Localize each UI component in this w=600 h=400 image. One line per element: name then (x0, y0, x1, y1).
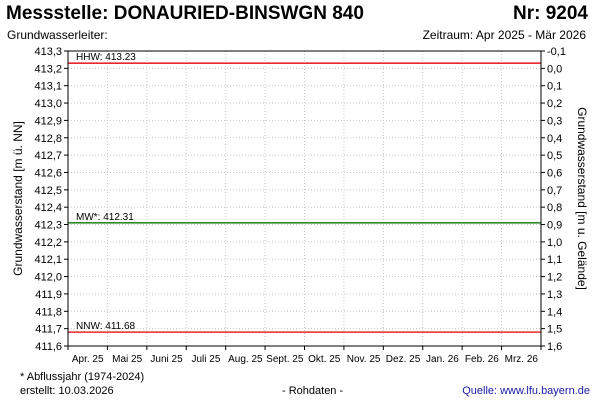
y-axis-label-right: Grundwasserstand [m u. Gelände] (575, 107, 589, 290)
right-tick-label: 1,0 (547, 237, 562, 249)
left-axis: 413,3 413,2 413,1 413,0 412,9 412,8 412,7 412,6… (34, 46, 68, 353)
right-tick-label: 0,5 (547, 150, 562, 162)
left-tick-label: 411,8 (35, 306, 62, 318)
right-tick-label: 1,2 (547, 272, 562, 284)
right-tick-label: 1,1 (547, 254, 562, 266)
left-tick-label: 412,2 (34, 237, 62, 249)
x-tick-label: Okt. 25 (308, 354, 341, 365)
x-tick-label: Mai 25 (112, 354, 142, 365)
right-tick-label: 1,4 (547, 306, 562, 318)
right-tick-label: 1,3 (547, 289, 562, 301)
right-tick-label: 0,3 (547, 115, 562, 127)
right-tick-label: -0,1 (547, 46, 566, 58)
x-tick-label: Mrz. 26 (505, 354, 539, 365)
x-tick-label: Apr. 25 (72, 354, 104, 365)
x-tick-label: Nov. 25 (347, 354, 381, 365)
right-tick-label: 0,0 (547, 63, 562, 75)
left-tick-label: 412,9 (34, 115, 62, 127)
raw-data-label: - Rohdaten - (282, 385, 344, 397)
footnote: * Abflussjahr (1974-2024) (20, 371, 145, 383)
x-tick-label: Juni 25 (150, 354, 183, 365)
grid (68, 51, 541, 346)
station-number: Nr: 9204 (513, 3, 588, 24)
left-tick-label: 413,3 (34, 46, 62, 58)
x-tick-label: Feb. 26 (465, 354, 499, 365)
aquifer-label: Grundwasserleiter: (7, 28, 108, 42)
y-axis-label-left: Grundwasserstand [m ü. NN] (11, 121, 25, 276)
left-tick-label: 413,0 (34, 98, 62, 110)
left-tick-label: 412,8 (34, 133, 62, 145)
reference-label-high: HHW: 413.23 (76, 52, 136, 63)
reference-label-low: NNW: 411.68 (76, 321, 136, 332)
source-link[interactable]: Quelle: www.lfu.bayern.de (462, 385, 590, 397)
right-tick-label: 0,8 (547, 202, 562, 214)
left-tick-label: 412,5 (34, 185, 62, 197)
left-tick-label: 411,9 (35, 289, 62, 301)
right-tick-label: 0,9 (547, 220, 562, 232)
reference-labels: HHW: 413.23 MW*: 412.31 NNW: 411.68 (76, 52, 136, 332)
right-tick-label: 0,6 (547, 167, 562, 179)
right-tick-label: 0,7 (547, 185, 562, 197)
reference-label-mean: MW*: 412.31 (76, 212, 134, 223)
left-tick-label: 411,7 (35, 324, 62, 336)
x-tick-label: Jan. 26 (426, 354, 459, 365)
left-tick-label: 412,0 (34, 272, 62, 284)
x-tick-label: Dez. 25 (386, 354, 421, 365)
right-tick-label: 0,2 (547, 98, 562, 110)
right-tick-label: 1,6 (547, 341, 562, 353)
left-tick-label: 412,4 (34, 202, 62, 214)
left-tick-label: 412,6 (34, 167, 62, 179)
left-tick-label: 412,3 (34, 220, 62, 232)
x-axis: Apr. 25 Mai 25 Juni 25 Juli 25 Aug. 25 Sept. … (67, 346, 542, 365)
left-tick-label: 411,6 (35, 341, 62, 353)
right-tick-label: 0,4 (547, 133, 562, 145)
right-tick-label: 1,5 (547, 324, 562, 336)
right-tick-label: 0,1 (547, 81, 562, 93)
right-axis: -0,1 0,0 0,1 0,2 0,3 0,4 0,5 0,6 0,7 0,8 0,9 1,0 1,1… (541, 46, 566, 353)
station-title: Messstelle: DONAURIED-BINSWGN 840 (6, 3, 364, 24)
period-label: Zeitraum: Apr 2025 - Mär 2026 (422, 28, 586, 42)
created-date: erstellt: 10.03.2026 (20, 385, 114, 397)
left-tick-label: 413,1 (34, 81, 62, 93)
x-tick-label: Juli 25 (192, 354, 221, 365)
left-tick-label: 413,2 (34, 63, 62, 75)
x-tick-label: Aug. 25 (228, 354, 263, 365)
x-tick-label: Sept. 25 (266, 354, 304, 365)
reference-lines (68, 62, 541, 333)
left-tick-label: 412,7 (34, 150, 62, 162)
left-tick-label: 412,1 (34, 254, 62, 266)
